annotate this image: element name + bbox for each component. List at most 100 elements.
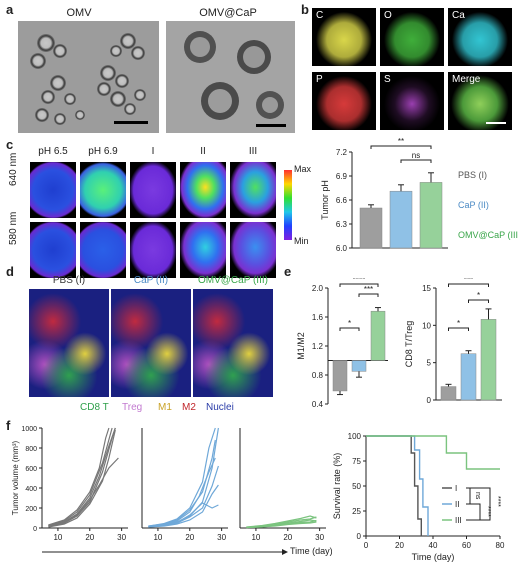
significance-bracket-0 — [339, 283, 379, 287]
significance-bracket-1 — [468, 299, 489, 303]
panel-a-label-omv: OMV — [66, 7, 92, 19]
tem-omvcap-svg — [166, 21, 295, 133]
immunofluorescence-legend: CD8 T Treg M1 M2 Nuclei — [80, 402, 280, 416]
significance-label-1: *** — [364, 285, 373, 294]
immunofluorescence-image-1 — [111, 289, 191, 397]
immunofluorescence-headers: PBS (I) CaP (II) OMV@CaP (III) — [28, 275, 276, 289]
y-tick-label: 0.8 — [312, 371, 324, 380]
y-tick-label: 0 — [427, 396, 432, 405]
ph-legend-2: OMV@CaP (III) — [458, 230, 518, 240]
survival-y-label: Survival rate (%) — [332, 453, 342, 520]
tem-image-omv — [18, 21, 159, 133]
time-arrow-head — [282, 549, 288, 555]
y-axis-label: Tumor pH — [320, 180, 330, 220]
survival-bracket-0 — [466, 487, 471, 505]
legend-item-0: CD8 T — [80, 402, 109, 413]
fluorescence-column-headers: pH 6.5 pH 6.9 I II III — [28, 146, 278, 160]
volume-x-tick-label: 20 — [85, 533, 94, 542]
significance-label-0: **** — [353, 278, 365, 284]
survival-legend-label-I: I — [455, 484, 457, 493]
colorbar-min-label: Min — [294, 236, 309, 246]
tumor-curve-g1-5 — [148, 502, 219, 528]
y-tick-label: 6.0 — [336, 244, 348, 253]
bar-0 — [440, 386, 457, 401]
volume-y-tick-label: 600 — [25, 466, 37, 473]
panel-e-letter: e — [284, 264, 292, 279]
eds-tile-label: Merge — [452, 74, 481, 85]
volume-y-tick-label: 800 — [25, 446, 37, 453]
survival-x-tick-label: 40 — [429, 541, 438, 550]
survival-curve-III — [366, 435, 500, 470]
survival-x-tick-label: 20 — [395, 541, 404, 550]
row-label-580: 580 nm — [8, 211, 19, 245]
volume-x-tick-label: 30 — [217, 533, 226, 542]
fluorescence-image-r1c2 — [130, 222, 176, 278]
survival-chart: 0 25 50 75 100 0 20 40 60 80 Survival rate (%) Time… — [332, 432, 505, 562]
volume-y-tick-label: 0 — [33, 526, 37, 533]
m1m2-chart: 0.40.81.21.62.0M1/M2******** — [296, 278, 388, 409]
significance-bracket-2 — [339, 327, 360, 331]
significance-label-1: ns — [412, 151, 420, 160]
eds-tile-label: P — [316, 74, 323, 85]
tumor-volume-chart: 10 20 30 0 200 400 600 800 1000 10 20 30 10 20 30 Tumor… — [12, 426, 332, 556]
immunofluorescence-image-2 — [193, 289, 273, 397]
panel-a-label-omvcap: OMV@CaP — [199, 7, 257, 19]
fluorescence-image-r0c2 — [130, 162, 176, 218]
significance-bracket-1 — [358, 293, 379, 297]
survival-curve-I — [366, 435, 422, 536]
survival-x-label: Time (day) — [412, 552, 455, 562]
fluorescence-image-r1c0 — [30, 222, 76, 278]
eds-tile-o: O — [380, 8, 444, 66]
significance-bracket-2 — [448, 327, 469, 331]
immunofluorescence-image-0 — [29, 289, 109, 397]
fluorescence-image-r1c3 — [180, 222, 226, 278]
tumor-curve-g0-4 — [48, 457, 119, 527]
tumor-curve-g1-6 — [148, 427, 216, 527]
y-tick-label: 6.9 — [336, 172, 348, 181]
significance-bracket-0 — [370, 145, 432, 149]
significance-label-0: ** — [398, 138, 404, 146]
colorbar — [284, 170, 292, 240]
legend-item-3: M2 — [182, 402, 196, 413]
volume-y-label: Tumor volume (mm³) — [12, 440, 20, 515]
y-tick-label: 15 — [422, 284, 431, 293]
bar-1 — [389, 190, 413, 249]
immunofluorescence-header-0: PBS (I) — [52, 275, 86, 286]
tumor-curve-g1-0 — [148, 427, 219, 528]
panel-d-letter: d — [6, 264, 14, 279]
volume-x-tick-label: 10 — [251, 533, 260, 542]
panel-b-letter: b — [301, 2, 309, 17]
y-tick-label: 1.2 — [312, 342, 324, 351]
eds-tile-s: S — [380, 72, 444, 130]
volume-x-tick-label: 20 — [283, 533, 292, 542]
fluorescence-image-r0c4 — [230, 162, 276, 218]
eds-tile-c: C — [312, 8, 376, 66]
eds-tile-merge: Merge — [448, 72, 512, 130]
tumor-curve-g0-2 — [48, 427, 113, 527]
significance-label-2: * — [348, 319, 351, 328]
y-axis-label: M1/M2 — [296, 332, 306, 360]
scale-bar — [486, 122, 506, 124]
survival-sig-label-0: ns — [474, 492, 481, 500]
survival-y-tick-label: 50 — [352, 482, 361, 491]
significance-label-0: *** — [464, 278, 473, 284]
significance-label-1: * — [477, 291, 480, 300]
tumor-curve-g1-3 — [148, 484, 219, 528]
survival-y-tick-label: 100 — [348, 432, 362, 441]
bar-2 — [370, 310, 386, 361]
immunofluorescence-images — [28, 289, 276, 397]
column-header-0: pH 6.5 — [38, 146, 68, 157]
colorbar-max-label: Max — [294, 164, 312, 174]
eds-tile-ca: Ca — [448, 8, 512, 66]
immunofluorescence-header-2: OMV@CaP (III) — [198, 275, 268, 286]
volume-y-tick-label: 200 — [25, 506, 37, 513]
bar-2 — [419, 182, 443, 249]
tumor-ph-chart: 6.0 6.3 6.6 6.9 7.2 Tumor pH ** ns PBS (I) CaP (I… — [320, 138, 518, 253]
tumor-curve-g2-3 — [246, 515, 317, 528]
panel-c-letter: c — [6, 137, 14, 152]
survival-x-tick-label: 0 — [364, 541, 369, 550]
tumor-curve-g0-5 — [48, 427, 110, 526]
y-tick-label: 2.0 — [312, 284, 324, 293]
legend-item-2: M1 — [158, 402, 172, 413]
